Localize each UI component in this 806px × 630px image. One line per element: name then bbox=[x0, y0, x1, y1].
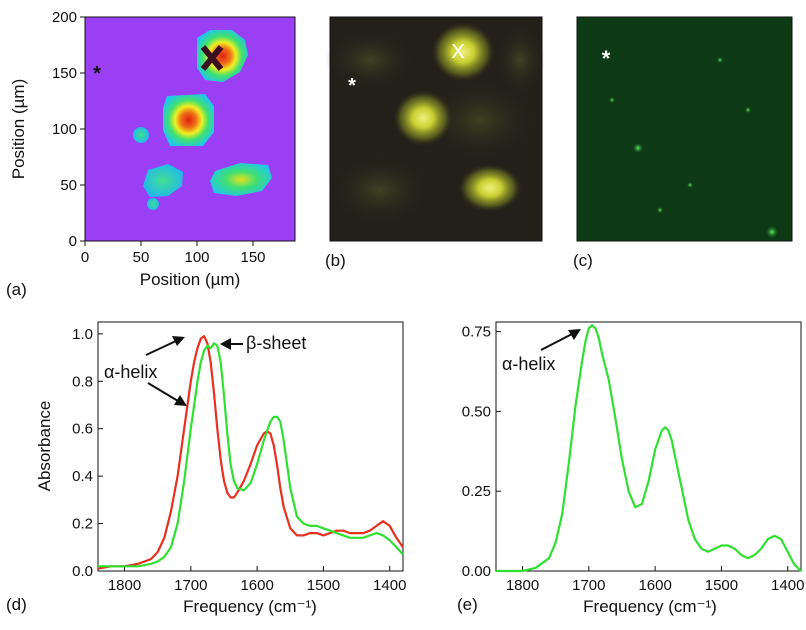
panel-a-map: * 0 50 100 150 0 50 100 150 200 Position… bbox=[6, 9, 296, 299]
map-xtick-150: 150 bbox=[240, 249, 265, 266]
map-blobs bbox=[133, 30, 272, 210]
glow-bottom bbox=[458, 164, 522, 212]
chart-e-annot-alpha: α-helix bbox=[502, 354, 555, 374]
chart-e-arrows bbox=[540, 329, 581, 351]
map-ytick-50: 50 bbox=[60, 177, 77, 194]
chart-e-lines bbox=[496, 324, 802, 573]
chart-e-xtick-1400: 1400 bbox=[771, 577, 804, 594]
map-xtick-100: 100 bbox=[184, 249, 209, 266]
panel-label-b: (b) bbox=[325, 251, 346, 270]
panel-b-micrograph: X * (b) bbox=[325, 16, 545, 270]
chart-d-ytick-0.0: 0.0 bbox=[72, 563, 93, 580]
chart-d-series-line-1 bbox=[98, 342, 404, 568]
blob-center bbox=[163, 94, 214, 146]
map-xtick-0: 0 bbox=[81, 249, 89, 266]
chart-d-xtick-1400: 1400 bbox=[373, 577, 406, 594]
blob-lower-left bbox=[143, 164, 183, 197]
chart-d: 1800 1700 1600 1500 1400 0.0 0.2 0.4 0.6 0.8 1.0 F… bbox=[6, 321, 406, 616]
panel-label-a: (a) bbox=[6, 280, 27, 299]
micrograph-b-x-marker: X bbox=[451, 41, 464, 63]
map-ytick-0: 0 bbox=[69, 233, 77, 250]
arrow-alpha-top bbox=[145, 340, 177, 356]
chart-d-annot-alpha: α-helix bbox=[104, 362, 157, 382]
micrograph-b-glows bbox=[393, 22, 522, 212]
micrograph-b-star-marker: * bbox=[348, 75, 356, 97]
micrograph-c-frame bbox=[576, 16, 793, 242]
micrograph-c-dots bbox=[609, 57, 778, 238]
map-xlabel: Position (µm) bbox=[140, 270, 240, 289]
micrograph-b-texture bbox=[325, 25, 545, 225]
chart-d-lines bbox=[97, 335, 404, 570]
panel-label-c: (c) bbox=[573, 251, 593, 270]
map-x-marker bbox=[200, 45, 224, 71]
chart-e-xtick-1600: 1600 bbox=[638, 577, 671, 594]
chart-e-ytick-0.00: 0.00 bbox=[462, 563, 491, 580]
chart-d-ytick-0.4: 0.4 bbox=[72, 468, 93, 485]
blob-lower-left-dot bbox=[147, 198, 159, 210]
micrograph-c-background bbox=[577, 17, 792, 241]
map-x-ticks: 0 50 100 150 bbox=[81, 241, 266, 266]
chart-e-series-line-0 bbox=[496, 324, 802, 573]
arrow-alpha-lower bbox=[147, 382, 179, 402]
chart-e-ytick-0.75: 0.75 bbox=[462, 324, 491, 341]
map-star-marker: * bbox=[93, 63, 101, 85]
chart-d-ylabel: Absorbance bbox=[35, 401, 54, 492]
blob-small-dot bbox=[133, 127, 149, 143]
map-ytick-100: 100 bbox=[52, 121, 77, 138]
blob-top-right bbox=[197, 30, 248, 82]
chart-e-xlabel: Frequency (cm⁻¹) bbox=[583, 597, 717, 616]
chart-e-xtick-1500: 1500 bbox=[705, 577, 738, 594]
chart-d-ytick-0.2: 0.2 bbox=[72, 516, 93, 533]
chart-e-frame bbox=[495, 321, 802, 572]
glow-top bbox=[431, 22, 495, 82]
panel-c-micrograph: * (c) bbox=[573, 16, 793, 270]
map-ytick-200: 200 bbox=[52, 9, 77, 26]
panel-label-d: (d) bbox=[6, 595, 27, 614]
chart-d-xlabel: Frequency (cm⁻¹) bbox=[183, 597, 317, 616]
chart-d-ticks: 1800 1700 1600 1500 1400 0.0 0.2 0.4 0.6 0.8 1.0 bbox=[72, 326, 406, 594]
chart-d-frame bbox=[97, 321, 404, 572]
chart-e-ytick-0.50: 0.50 bbox=[462, 403, 491, 420]
chart-d-xtick-1600: 1600 bbox=[240, 577, 273, 594]
map-xtick-50: 50 bbox=[133, 249, 150, 266]
chart-e-xtick-1800: 1800 bbox=[506, 577, 539, 594]
chart-e: 1800 1700 1600 1500 1400 0.00 0.25 0.50 0.75 Fre… bbox=[457, 321, 805, 616]
blob-lower-right bbox=[210, 163, 272, 196]
chart-d-ytick-0.8: 0.8 bbox=[72, 373, 93, 390]
chart-d-xtick-1500: 1500 bbox=[307, 577, 340, 594]
chart-d-series-line-0 bbox=[97, 335, 404, 570]
chart-e-ticks: 1800 1700 1600 1500 1400 0.00 0.25 0.50 0.75 bbox=[462, 324, 805, 594]
arrow-e-alpha bbox=[540, 333, 573, 351]
panel-label-e: (e) bbox=[457, 595, 478, 614]
chart-d-annot-beta: β-sheet bbox=[246, 333, 306, 353]
chart-e-ytick-0.25: 0.25 bbox=[462, 483, 491, 500]
chart-d-arrows bbox=[145, 336, 243, 406]
micrograph-b-frame bbox=[329, 16, 543, 242]
map-y-ticks: 0 50 100 150 200 bbox=[52, 9, 85, 250]
map-ytick-150: 150 bbox=[52, 65, 77, 82]
chart-d-xtick-1700: 1700 bbox=[174, 577, 207, 594]
micrograph-c-star-marker: * bbox=[602, 46, 611, 71]
map-ylabel: Position (µm) bbox=[9, 79, 28, 179]
chart-d-xtick-1800: 1800 bbox=[108, 577, 141, 594]
chart-e-xtick-1700: 1700 bbox=[572, 577, 605, 594]
glow-middle bbox=[393, 90, 453, 146]
chart-d-ytick-0.6: 0.6 bbox=[72, 421, 93, 438]
chart-d-ytick-1.0: 1.0 bbox=[72, 326, 93, 343]
